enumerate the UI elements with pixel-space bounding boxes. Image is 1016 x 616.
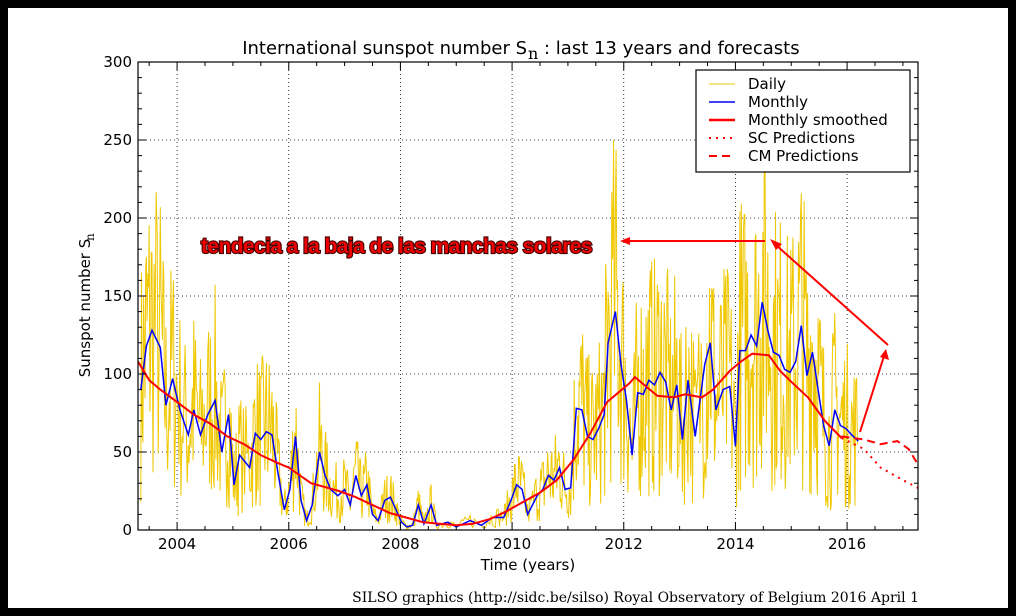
x-tick-label: 2010 (493, 535, 531, 553)
x-tick-label: 2004 (158, 535, 196, 553)
sc-predictions-line (841, 437, 919, 489)
legend-sc: SC Predictions (748, 129, 855, 147)
chart-canvas: International sunspot number S n : last … (8, 8, 1008, 608)
y-tick-label: 150 (103, 287, 132, 305)
annotation-arrows (620, 237, 889, 433)
daily-series (140, 139, 858, 530)
legend-cm: CM Predictions (748, 147, 859, 165)
legend-daily: Daily (748, 75, 786, 93)
y-tick-label: 200 (103, 209, 132, 227)
arrowhead-left (620, 237, 630, 245)
y-tick-label: 50 (113, 443, 132, 461)
x-tick-label: 2008 (381, 535, 419, 553)
chart-title-suffix: : last 13 years and forecasts (544, 38, 800, 59)
y-axis-label-subscript: n (83, 233, 97, 241)
y-tick-label: 0 (122, 521, 132, 539)
annotation-text: tendecia a la baja de las manchas solare… (201, 235, 592, 258)
y-tick-label: 100 (103, 365, 132, 383)
legend: Daily Monthly Monthly smoothed SC Predic… (695, 69, 911, 173)
arrowhead-up (880, 349, 889, 360)
y-tick-label: 250 (103, 131, 132, 149)
chart-title-subscript: n (528, 44, 538, 63)
daily-line (140, 139, 858, 530)
cm-predictions-line (841, 435, 919, 466)
legend-monthly: Monthly (748, 93, 808, 111)
sunspot-chart: International sunspot number S n : last … (76, 38, 919, 606)
y-axis-label: Sunspot number S (76, 239, 94, 378)
x-tick-label: 2012 (605, 535, 643, 553)
line-series (137, 302, 919, 528)
arrow-up (859, 355, 885, 433)
x-axis-label: Time (years) (480, 556, 575, 574)
y-tick-label: 300 (103, 53, 132, 71)
credit-text: SILSO graphics (http://sidc.be/silso) Ro… (352, 590, 919, 606)
x-tick-label: 2016 (828, 535, 866, 553)
chart-title: International sunspot number S (242, 38, 527, 59)
x-tick-label: 2014 (716, 535, 754, 553)
arrow-up-left (775, 244, 889, 346)
legend-smoothed: Monthly smoothed (748, 111, 888, 129)
arrowhead-up-left (770, 239, 782, 250)
axis-ticks: 2004 2006 2008 2010 2012 2014 2016 0 50 100 150 200… (103, 53, 918, 553)
smoothed-line (137, 352, 843, 527)
x-tick-label: 2006 (270, 535, 308, 553)
